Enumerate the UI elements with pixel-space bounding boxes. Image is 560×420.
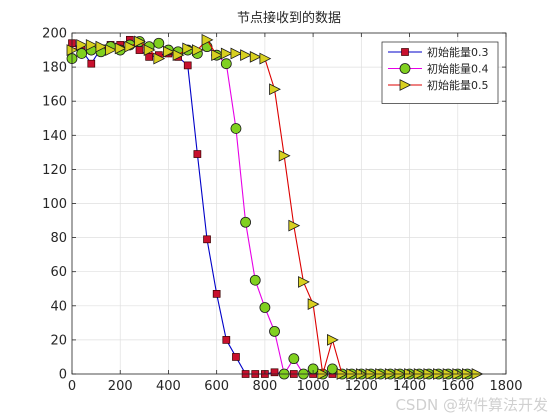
x-tick-label: 1800 — [489, 379, 522, 394]
x-tick-label: 400 — [156, 379, 181, 394]
data-point — [95, 40, 108, 53]
data-point — [145, 53, 154, 61]
data-point — [172, 49, 185, 62]
tick-layer: 0 200 400 600 800 1000 1200 1400 1600 1800 0 20 40 60… — [42, 27, 522, 395]
data-point — [201, 33, 214, 46]
data-point — [307, 298, 320, 310]
data-point — [114, 42, 127, 55]
data-point — [212, 290, 221, 298]
data-point — [182, 42, 195, 55]
data-point — [222, 336, 231, 344]
data-point — [134, 35, 146, 48]
data-point — [240, 49, 252, 62]
data-point — [249, 274, 261, 286]
data-point — [240, 216, 252, 228]
legend-item: 初始能量0.3 — [388, 45, 489, 59]
x-tick-label: 800 — [252, 379, 277, 394]
y-tick-label: 100 — [42, 197, 67, 212]
legend-item: 初始能量0.5 — [388, 78, 489, 92]
y-tick-label: 160 — [42, 95, 67, 110]
data-point — [269, 83, 281, 96]
data-point — [230, 47, 243, 60]
y-tick-label: 60 — [50, 265, 67, 280]
data-point — [203, 235, 211, 244]
y-tick-label: 140 — [42, 129, 67, 144]
data-point — [183, 61, 192, 70]
legend-label: 初始能量0.4 — [427, 62, 489, 76]
data-point — [143, 44, 156, 56]
x-tick-label: 1600 — [441, 379, 474, 394]
data-point — [85, 39, 98, 51]
data-point — [278, 149, 291, 162]
data-point — [87, 59, 96, 68]
data-point — [288, 219, 301, 232]
x-tick-label: 1000 — [297, 379, 330, 394]
legend-marker — [399, 79, 412, 91]
x-tick-label: 600 — [204, 379, 229, 394]
data-point — [76, 48, 88, 59]
data-point — [153, 52, 166, 65]
data-point — [259, 302, 271, 313]
y-tick-label: 40 — [50, 299, 67, 314]
data-point — [230, 123, 242, 134]
legend-item: 初始能量0.4 — [388, 62, 489, 76]
x-tick-label: 1400 — [393, 379, 426, 394]
data-point — [270, 368, 279, 377]
data-point — [269, 325, 280, 337]
y-tick-label: 120 — [42, 163, 67, 178]
data-point — [124, 40, 137, 53]
legend: 初始能量0.3 初始能量0.4 初始能量0.5 — [381, 41, 499, 104]
data-point — [326, 334, 339, 346]
watermark-text: CSDN @软件算法开发 — [395, 396, 548, 414]
data-point — [135, 46, 144, 54]
chart-title: 节点接收到的数据 — [237, 10, 341, 26]
legend-marker — [399, 63, 411, 74]
data-point — [288, 353, 300, 365]
data-point — [259, 52, 272, 65]
data-point — [249, 50, 262, 63]
data-point — [220, 58, 232, 70]
legend-label: 初始能量0.5 — [427, 78, 489, 92]
x-tick-label: 200 — [108, 379, 133, 394]
x-tick-label: 0 — [68, 379, 76, 394]
data-point — [220, 47, 233, 60]
legend-marker — [401, 48, 409, 56]
x-tick-label: 1200 — [345, 379, 378, 394]
y-tick-label: 200 — [42, 27, 67, 42]
y-tick-label: 80 — [50, 231, 67, 246]
data-point — [191, 44, 204, 56]
data-point — [211, 49, 224, 62]
data-point — [153, 37, 165, 49]
data-point — [298, 276, 310, 288]
data-point — [232, 353, 240, 361]
data-point — [326, 363, 338, 375]
data-point — [193, 150, 202, 158]
legend-label: 初始能量0.3 — [427, 45, 489, 59]
data-point — [105, 44, 117, 56]
y-tick-label: 180 — [42, 61, 67, 76]
data-point — [76, 39, 89, 51]
y-tick-label: 20 — [50, 333, 67, 348]
data-point — [163, 45, 175, 58]
y-tick-label: 0 — [59, 368, 67, 383]
